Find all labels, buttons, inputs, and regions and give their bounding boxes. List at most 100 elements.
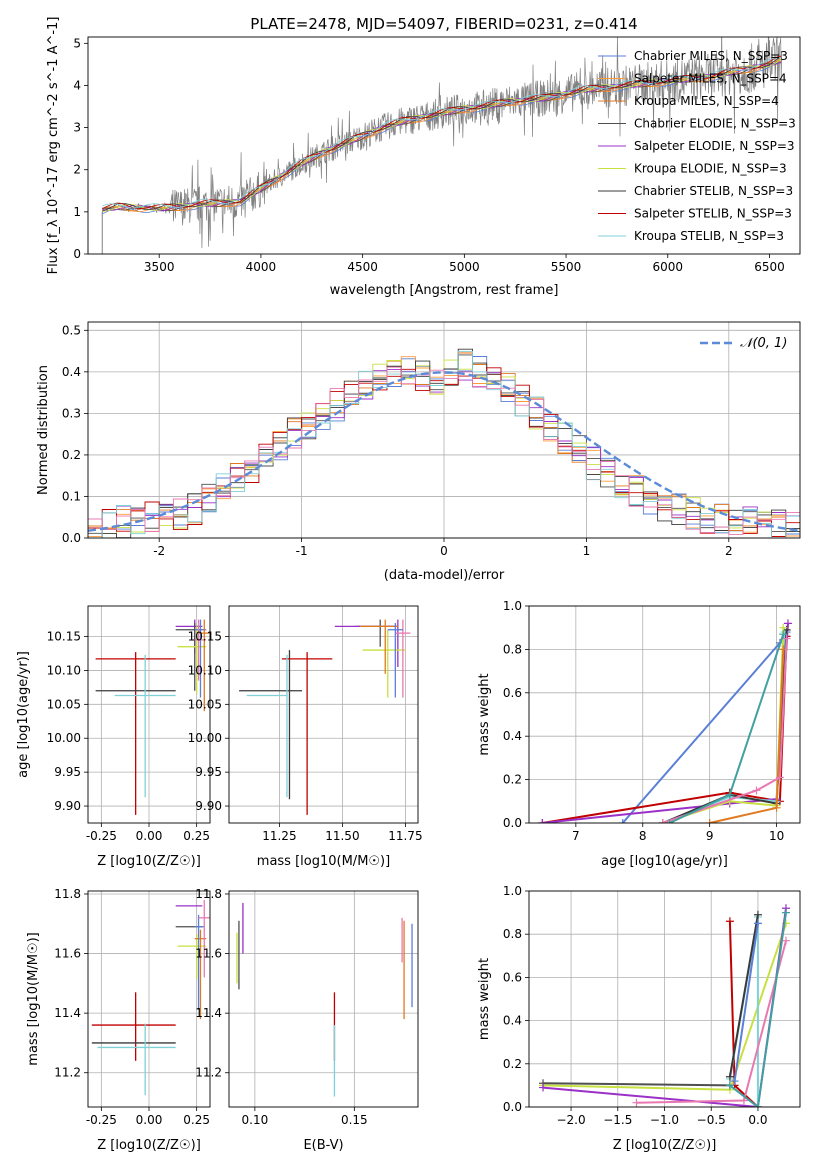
- y-tick-label: 11.2: [195, 1066, 222, 1080]
- weight-marker: [775, 773, 784, 782]
- weight-marker: [658, 819, 667, 823]
- weight-marker: [752, 786, 761, 795]
- x-tick-label: 5000: [449, 260, 480, 274]
- x-axis-label: (data-model)/error: [384, 568, 505, 583]
- residual-hist: [88, 351, 800, 538]
- x-tick-label: -1: [296, 544, 308, 558]
- x-tick-label: −1.5: [603, 1113, 632, 1127]
- weight-marker: [783, 619, 792, 628]
- legend-entry: Chabrier ELODIE, N_SSP=3: [634, 117, 796, 131]
- x-tick-label: 6500: [754, 260, 785, 274]
- y-tick-label: 9.95: [54, 765, 81, 779]
- y-tick-label: 9.90: [54, 799, 81, 813]
- residual-hists: [88, 348, 800, 538]
- plots-layer: 3500 4000 4500 5000 5500 6000 6500 0 1 2 3 4 5 wavele…: [16, 17, 801, 1153]
- weight-marker: [781, 908, 790, 917]
- x-axis-label: Z [log10(Z/Z☉)]: [97, 854, 201, 869]
- age_vs_Z-panel: -0.25 0.00 0.25 9.90 9.95 10.00 10.05 10.10 10.1…: [16, 605, 211, 869]
- x-tick-label: 10: [769, 829, 784, 843]
- weight-marker: [632, 1098, 641, 1107]
- y-tick-label: 0.6: [503, 970, 522, 984]
- y-tick-label: 2: [73, 163, 81, 177]
- x-tick-label: 1: [583, 544, 591, 558]
- weight-marker: [753, 910, 762, 919]
- weight_vs_age-panel: 7 8 9 10 0.0 0.2 0.4 0.6 0.8 1.0 age [log10(age/yr…: [477, 599, 801, 869]
- x-tick-label: -0.25: [86, 1113, 117, 1127]
- y-tick-label: 0.8: [503, 927, 522, 941]
- x-tick-label: 0: [440, 544, 448, 558]
- legend-entry: Chabrier STELIB, N_SSP=3: [634, 184, 793, 198]
- x-tick-label: 11.50: [325, 829, 359, 843]
- model-line: [102, 55, 781, 210]
- y-tick-label: 9.95: [195, 765, 222, 779]
- weight-marker: [618, 819, 627, 823]
- x-tick-label: 8: [639, 829, 647, 843]
- legend-entry: Salpeter ELODIE, N_SSP=3: [634, 139, 795, 153]
- weight-marker: [753, 1103, 762, 1107]
- weight-marker: [730, 1077, 739, 1086]
- weight-marker: [538, 819, 547, 823]
- mass_vs_ebv-panel: 0.10 0.15 11.2 11.4 11.6 11.8 E(B-V): [195, 887, 419, 1153]
- figure-title: PLATE=2478, MJD=54097, FIBERID=0231, z=0…: [250, 15, 637, 33]
- y-tick-label: 10.10: [188, 663, 222, 677]
- weight-marker: [782, 634, 791, 643]
- x-tick-label: 5500: [551, 260, 582, 274]
- y-tick-label: 0.3: [62, 406, 81, 420]
- weight-line: [729, 912, 787, 1107]
- weight-marker: [705, 819, 714, 823]
- weight-marker: [725, 917, 734, 926]
- y-tick-label: 10.05: [47, 697, 81, 711]
- weight-line: [621, 631, 788, 823]
- y-tick-label: 11.4: [54, 1006, 81, 1020]
- y-axis-label: age [log10(age/yr)]: [16, 651, 31, 778]
- y-axis-label: mass weight: [477, 673, 492, 755]
- x-axis-label: wavelength [Angstrom, rest frame]: [330, 283, 559, 298]
- weight_vs_Z-panel: −2.0 −1.5 −1.0 −0.5 0.0 0.0 0.2 0.4 0.6 0.8 1.0 Z […: [477, 884, 801, 1153]
- x-tick-label: 0.00: [136, 829, 163, 843]
- y-tick-label: 4: [73, 78, 81, 92]
- weight-marker: [665, 819, 674, 823]
- x-tick-label: 0.25: [183, 829, 210, 843]
- legend-entry: Salpeter MILES, N_SSP=4: [634, 72, 787, 86]
- y-tick-label: 10.00: [188, 731, 222, 745]
- y-tick-label: 0.1: [62, 489, 81, 503]
- x-axis-label: mass [log10(M/M☉)]: [257, 854, 390, 869]
- residuals-panel: -2 -1 0 1 2 0.0 0.1 0.2 0.3 0.4 0.5 (data-model)/er…: [36, 321, 801, 583]
- weight-line: [662, 629, 788, 823]
- errorbars: [95, 619, 210, 815]
- model-line: [102, 62, 781, 212]
- y-tick-label: 0.4: [503, 729, 522, 743]
- y-tick-label: 0.6: [503, 686, 522, 700]
- y-tick-label: 0.5: [62, 323, 81, 337]
- weight-marker: [779, 630, 788, 639]
- model-line: [102, 59, 782, 212]
- y-tick-label: 0.4: [62, 365, 81, 379]
- x-axis-label: Z [log10(Z/Z☉)]: [613, 1138, 717, 1153]
- y-tick-label: 11.6: [195, 947, 222, 961]
- y-tick-label: 0.0: [503, 1100, 522, 1114]
- axes-frame: [228, 890, 419, 1108]
- legend: Chabrier MILES, N_SSP=3 Salpeter MILES, N…: [598, 49, 796, 243]
- legend-entry: Kroupa MILES, N_SSP=4: [634, 94, 779, 108]
- weight-marker: [725, 790, 734, 799]
- axes-frame: [528, 890, 801, 1108]
- y-tick-label: 3: [73, 121, 81, 135]
- x-tick-label: 0.00: [136, 1113, 163, 1127]
- axes-frame: [87, 605, 211, 824]
- y-tick-label: 0.8: [503, 642, 522, 656]
- weight-marker: [772, 803, 781, 812]
- y-tick-label: 1: [73, 205, 81, 219]
- y-tick-label: 0.2: [62, 448, 81, 462]
- x-tick-label: 7: [572, 829, 580, 843]
- y-tick-label: 0.4: [503, 1014, 522, 1028]
- x-tick-label: 0.10: [242, 1113, 269, 1127]
- x-tick-label: 0.15: [341, 1113, 368, 1127]
- weight-marker: [725, 1072, 734, 1081]
- x-tick-label: 4500: [347, 260, 378, 274]
- y-tick-label: 10.00: [47, 731, 81, 745]
- normal-curve: [88, 371, 800, 532]
- x-tick-label: -2: [153, 544, 165, 558]
- spectrum-lines: [101, 37, 783, 254]
- y-tick-label: 11.8: [195, 887, 222, 901]
